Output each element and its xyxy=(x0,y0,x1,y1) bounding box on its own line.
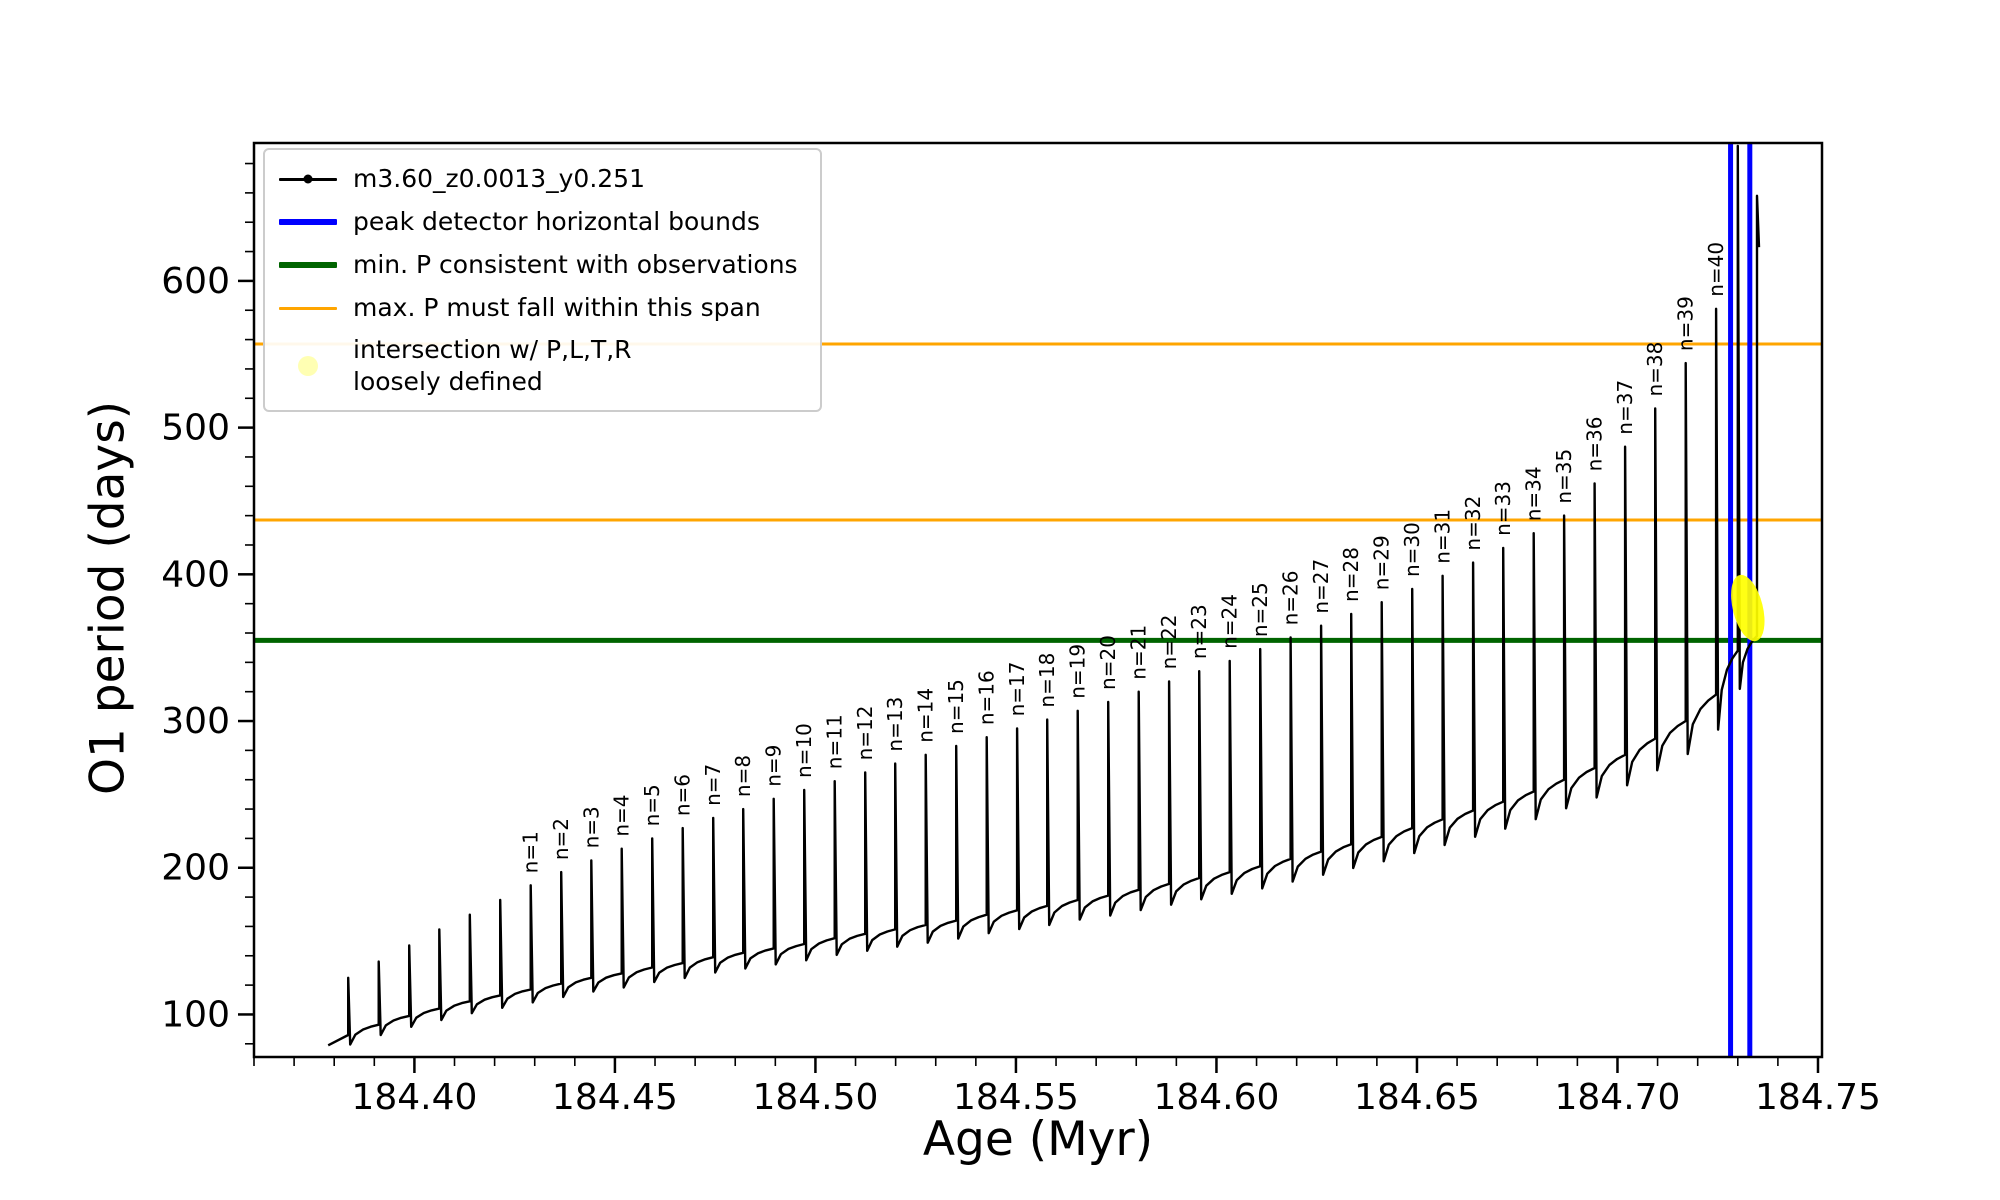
svg-text:n=12: n=12 xyxy=(853,705,877,760)
svg-text:n=23: n=23 xyxy=(1187,604,1211,659)
svg-text:184.70: 184.70 xyxy=(1554,1077,1680,1118)
svg-text:n=34: n=34 xyxy=(1522,466,1546,521)
svg-text:n=35: n=35 xyxy=(1552,449,1576,504)
svg-text:n=40: n=40 xyxy=(1704,242,1728,297)
svg-text:100: 100 xyxy=(161,994,230,1035)
legend-entry-series: m3.60_z0.0013_y0.251 xyxy=(279,162,798,196)
svg-text:n=30: n=30 xyxy=(1400,522,1424,577)
blue-line-sample xyxy=(279,205,337,239)
svg-text:184.45: 184.45 xyxy=(552,1077,678,1118)
green-line-sample xyxy=(279,248,337,282)
svg-text:n=5: n=5 xyxy=(640,784,664,826)
legend-entry-label: intersection w/ P,L,T,R loosely defined xyxy=(353,335,632,396)
svg-text:n=3: n=3 xyxy=(579,806,603,848)
svg-text:n=36: n=36 xyxy=(1583,416,1607,471)
svg-text:n=6: n=6 xyxy=(671,774,695,816)
highlight-region xyxy=(1731,574,1765,642)
legend-entry-label: peak detector horizontal bounds xyxy=(353,207,760,236)
svg-text:n=33: n=33 xyxy=(1491,481,1515,536)
svg-text:n=19: n=19 xyxy=(1066,644,1090,699)
x-axis-title: Age (Myr) xyxy=(922,1112,1154,1167)
svg-text:n=9: n=9 xyxy=(762,745,786,787)
svg-text:300: 300 xyxy=(161,701,230,742)
svg-text:184.60: 184.60 xyxy=(1153,1077,1279,1118)
svg-text:400: 400 xyxy=(161,554,230,595)
svg-text:n=22: n=22 xyxy=(1157,615,1181,670)
svg-text:n=21: n=21 xyxy=(1127,625,1151,680)
svg-text:n=11: n=11 xyxy=(823,714,847,769)
svg-text:n=10: n=10 xyxy=(792,723,816,778)
legend-entry-label: max. P must fall within this span xyxy=(353,293,761,322)
svg-text:184.65: 184.65 xyxy=(1354,1077,1480,1118)
axis-ticks: 184.40 184.45 184.50 184.55 184.60 184.65 184.… xyxy=(161,141,1881,1118)
svg-text:n=39: n=39 xyxy=(1674,296,1698,351)
svg-text:n=15: n=15 xyxy=(944,679,968,734)
legend-entry-max-p: max. P must fall within this span xyxy=(279,291,798,325)
svg-text:n=25: n=25 xyxy=(1248,582,1272,637)
legend-entry-peak-bounds: peak detector horizontal bounds xyxy=(279,205,798,239)
svg-text:n=1: n=1 xyxy=(519,831,543,873)
legend-entry-label: m3.60_z0.0013_y0.251 xyxy=(353,164,645,193)
svg-text:n=27: n=27 xyxy=(1309,559,1333,614)
svg-text:n=4: n=4 xyxy=(610,795,634,837)
svg-text:n=28: n=28 xyxy=(1339,547,1363,602)
svg-text:n=7: n=7 xyxy=(701,764,725,806)
svg-text:n=2: n=2 xyxy=(549,818,573,860)
svg-text:n=8: n=8 xyxy=(731,755,755,797)
svg-text:n=24: n=24 xyxy=(1218,594,1242,649)
spike-labels: n=1 n=2 n=3 n=4 n=5 n=6 n=7 n=8 n=9 n=10 n=11 n=12 n… xyxy=(519,242,1728,873)
svg-text:n=13: n=13 xyxy=(883,697,907,752)
svg-text:200: 200 xyxy=(161,848,230,889)
y-axis-title: O1 period (days) xyxy=(80,400,136,796)
yellow-dot-sample xyxy=(279,349,337,383)
svg-text:n=18: n=18 xyxy=(1035,653,1059,708)
svg-text:184.55: 184.55 xyxy=(953,1077,1079,1118)
legend-entry-intersection: intersection w/ P,L,T,R loosely defined xyxy=(279,334,798,398)
svg-text:n=37: n=37 xyxy=(1613,380,1637,435)
svg-text:n=20: n=20 xyxy=(1096,635,1120,690)
svg-text:184.50: 184.50 xyxy=(752,1077,878,1118)
legend-entry-min-p: min. P consistent with observations xyxy=(279,248,798,282)
svg-text:n=38: n=38 xyxy=(1643,342,1667,397)
svg-text:n=14: n=14 xyxy=(914,688,938,743)
svg-text:184.75: 184.75 xyxy=(1755,1077,1881,1118)
svg-text:n=16: n=16 xyxy=(975,670,999,725)
svg-text:600: 600 xyxy=(161,261,230,302)
svg-text:n=32: n=32 xyxy=(1461,496,1485,551)
orange-line-sample xyxy=(279,291,337,325)
legend-entry-label: min. P consistent with observations xyxy=(353,250,798,279)
series-line-sample xyxy=(279,162,337,196)
svg-text:n=26: n=26 xyxy=(1279,571,1303,626)
data-series xyxy=(327,144,1761,1047)
svg-text:n=31: n=31 xyxy=(1431,509,1455,564)
svg-text:n=17: n=17 xyxy=(1005,661,1029,716)
legend: m3.60_z0.0013_y0.251 peak detector horiz… xyxy=(263,148,822,412)
svg-text:184.40: 184.40 xyxy=(351,1077,477,1118)
svg-text:500: 500 xyxy=(161,408,230,449)
svg-text:n=29: n=29 xyxy=(1370,535,1394,590)
